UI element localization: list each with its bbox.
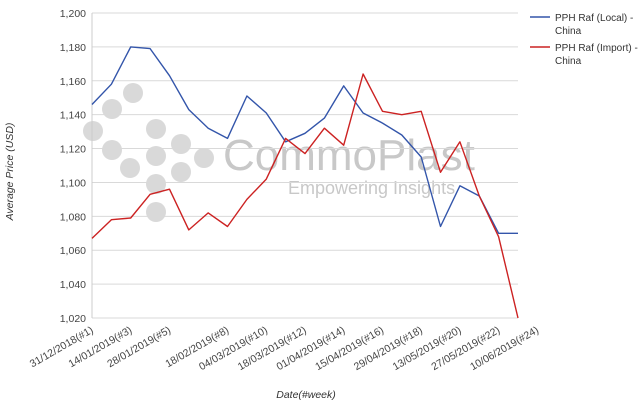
y-axis-title: Average Price (USD) <box>4 123 16 222</box>
x-axis-title: Date(#week) <box>276 389 336 401</box>
watermark-dot-icon <box>102 99 122 119</box>
watermark-dot-icon <box>120 158 140 178</box>
y-tick-label: 1,060 <box>60 245 86 257</box>
legend-label: PPH Raf (Local) - <box>555 13 633 24</box>
y-tick-label: 1,100 <box>60 177 86 189</box>
watermark-dot-icon <box>194 148 214 168</box>
x-axis-ticks: 31/12/2018(#1)14/01/2019(#3)28/01/2019(#… <box>28 324 541 373</box>
watermark-dot-icon <box>146 146 166 166</box>
y-tick-label: 1,040 <box>60 279 86 291</box>
y-axis-ticks: 1,020 1,040 1,060 1,080 1,100 1,120 1,140 1,160… <box>60 8 86 325</box>
x-tick-label: 31/12/2018(#1) <box>28 324 96 370</box>
watermark-dot-icon <box>146 119 166 139</box>
y-tick-label: 1,080 <box>60 211 86 223</box>
y-tick-label: 1,160 <box>60 76 86 88</box>
legend-label: PPH Raf (Import) - <box>555 43 638 54</box>
legend: PPH Raf (Local) - China PPH Raf (Import) -… <box>530 13 638 67</box>
legend-label: China <box>555 26 582 37</box>
grid-lines <box>91 12 518 319</box>
watermark-dot-icon <box>171 162 191 182</box>
watermark-dot-icon <box>102 140 122 160</box>
y-tick-label: 1,200 <box>60 8 86 20</box>
y-tick-label: 1,120 <box>60 144 86 156</box>
watermark-dot-icon <box>171 134 191 154</box>
watermark-dot-icon <box>146 202 166 222</box>
y-tick-label: 1,140 <box>60 110 86 122</box>
watermark-tagline: Empowering Insights <box>288 178 455 198</box>
y-tick-label: 1,180 <box>60 42 86 54</box>
x-tick-label: 10/06/2019(#24) <box>468 324 541 373</box>
watermark-dot-icon <box>83 121 103 141</box>
series-line-local <box>91 46 518 235</box>
watermark-brand: CommoPlast <box>223 131 475 180</box>
watermark-dot-icon <box>123 83 143 103</box>
y-tick-label: 1,020 <box>60 313 86 325</box>
watermark-dot-icon <box>146 174 166 194</box>
series-line-import <box>91 73 519 319</box>
series-group <box>91 46 519 319</box>
legend-label: China <box>555 56 582 67</box>
